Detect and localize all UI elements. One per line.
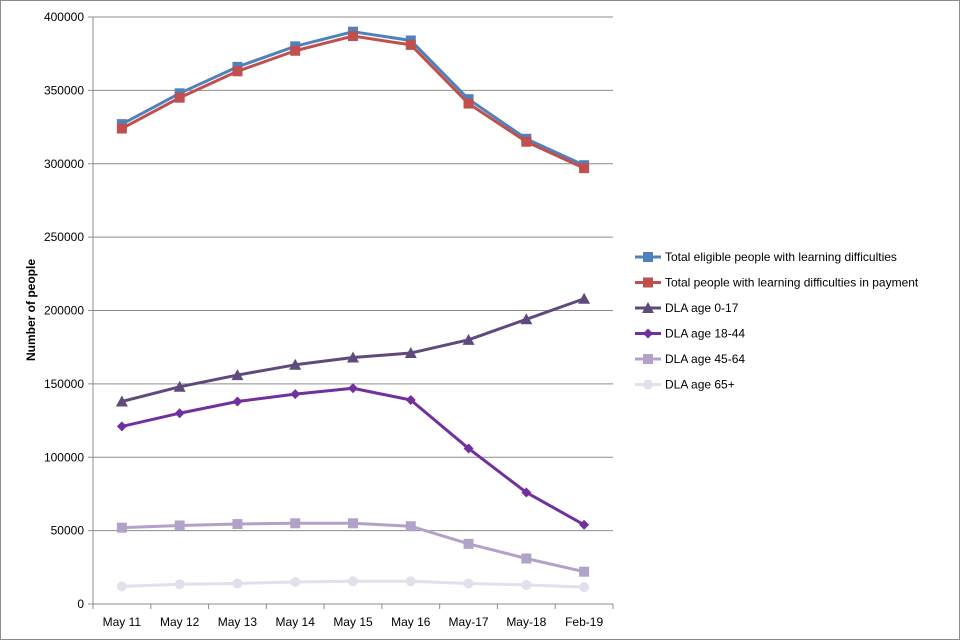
data-point (404, 347, 417, 359)
data-point (232, 578, 243, 589)
series-line (121, 386, 585, 527)
legend-item: Total people with learning difficulties … (635, 276, 919, 290)
legend-swatch-marker (642, 302, 654, 313)
y-tick-label: 300000 (44, 157, 84, 171)
x-tick-label: May-17 (449, 615, 489, 629)
data-point (463, 538, 474, 549)
x-tick-label: May 14 (276, 615, 316, 629)
legend-item: DLA age 18-44 (635, 327, 745, 341)
data-point (347, 351, 359, 363)
legend-item: DLA age 65+ (635, 378, 735, 392)
y-tick-label: 250000 (44, 230, 84, 244)
x-tick-labels: May 11 May 12 May 13 May 14 May 15 May 16 May-… (92, 604, 614, 629)
data-point (579, 582, 590, 593)
series-total-people-with-learning-difficulties-in-payment (116, 31, 590, 174)
series-dla-age-0-17 (115, 292, 591, 407)
legend-swatch-marker (643, 252, 653, 262)
legend: Total eligible people with learning diff… (635, 250, 919, 392)
legend-label: Total eligible people with learning diff… (665, 250, 897, 264)
x-tick-label: May 13 (218, 615, 258, 629)
data-point (348, 518, 358, 529)
data-point (462, 333, 475, 345)
legend-label: DLA age 45-64 (665, 352, 745, 366)
y-tick-label: 0 (77, 597, 84, 611)
series (115, 26, 591, 593)
data-point (290, 518, 301, 529)
data-point (463, 443, 474, 454)
data-point (348, 576, 358, 587)
legend-swatch-marker (643, 277, 653, 288)
legend-item: Total eligible people with learning diff… (635, 250, 897, 264)
data-point (405, 576, 416, 587)
data-point (579, 566, 590, 577)
data-point (521, 136, 532, 147)
y-tick-label: 150000 (44, 377, 84, 391)
data-point (116, 421, 127, 432)
data-point (463, 578, 474, 589)
x-tick-label: May 15 (333, 615, 373, 629)
y-tick-label: 200000 (44, 304, 84, 318)
data-point (289, 358, 302, 370)
legend-label: DLA age 65+ (665, 378, 735, 392)
data-point (579, 163, 590, 174)
data-point (174, 520, 185, 531)
data-point (232, 396, 243, 407)
x-tick-label: May-18 (506, 615, 546, 629)
y-tick-labels: 0 50000 100000 150000 200000 250000 300000 3500… (44, 10, 93, 611)
data-point (405, 39, 416, 50)
x-tick-label: Feb-19 (565, 615, 603, 629)
y-tick-label: 350000 (44, 83, 84, 97)
data-point (521, 487, 532, 498)
gridlines (93, 16, 613, 532)
data-point (232, 66, 243, 77)
data-point (116, 581, 127, 592)
y-axis-label: Number of people (24, 259, 38, 361)
data-point (405, 521, 416, 532)
x-tick-label: May 11 (103, 615, 142, 629)
data-point (521, 553, 532, 564)
series-line (121, 34, 585, 170)
data-point (578, 292, 591, 304)
y-tick-label: 50000 (51, 524, 85, 538)
series-line (121, 30, 585, 167)
legend-swatch-marker (643, 354, 653, 364)
legend-label: DLA age 18-44 (665, 327, 745, 341)
data-point (348, 383, 358, 394)
data-point (232, 519, 243, 530)
data-point (231, 369, 244, 381)
data-point (290, 389, 301, 400)
data-point (290, 45, 301, 56)
data-point (116, 522, 127, 533)
data-point (115, 395, 128, 407)
legend-label: DLA age 0-17 (665, 301, 739, 315)
y-tick-label: 400000 (44, 10, 84, 24)
legend-swatch-marker (643, 328, 653, 339)
data-point (348, 31, 358, 42)
data-point (116, 123, 127, 134)
data-point (463, 98, 474, 109)
y-tick-label: 100000 (44, 450, 84, 464)
data-point (290, 576, 301, 587)
legend-item: DLA age 0-17 (635, 301, 739, 315)
data-point (405, 395, 416, 406)
x-tick-label: May 16 (391, 615, 431, 629)
legend-swatch-marker (643, 379, 653, 390)
x-tick-label: May 12 (160, 615, 200, 629)
series-dla-age-45-64 (116, 518, 590, 577)
legend-label: Total people with learning difficulties … (665, 276, 919, 290)
data-point (521, 579, 532, 590)
data-point (173, 380, 186, 392)
legend-item: DLA age 45-64 (635, 352, 745, 366)
data-point (579, 519, 590, 530)
data-point (174, 579, 185, 590)
series-total-eligible-people-with-learning-difficulties (116, 26, 590, 171)
data-point (520, 313, 533, 325)
data-point (174, 92, 185, 103)
series-dla-age-18-44 (116, 383, 590, 530)
data-point (174, 408, 185, 419)
series-dla-age-65 (116, 576, 590, 593)
